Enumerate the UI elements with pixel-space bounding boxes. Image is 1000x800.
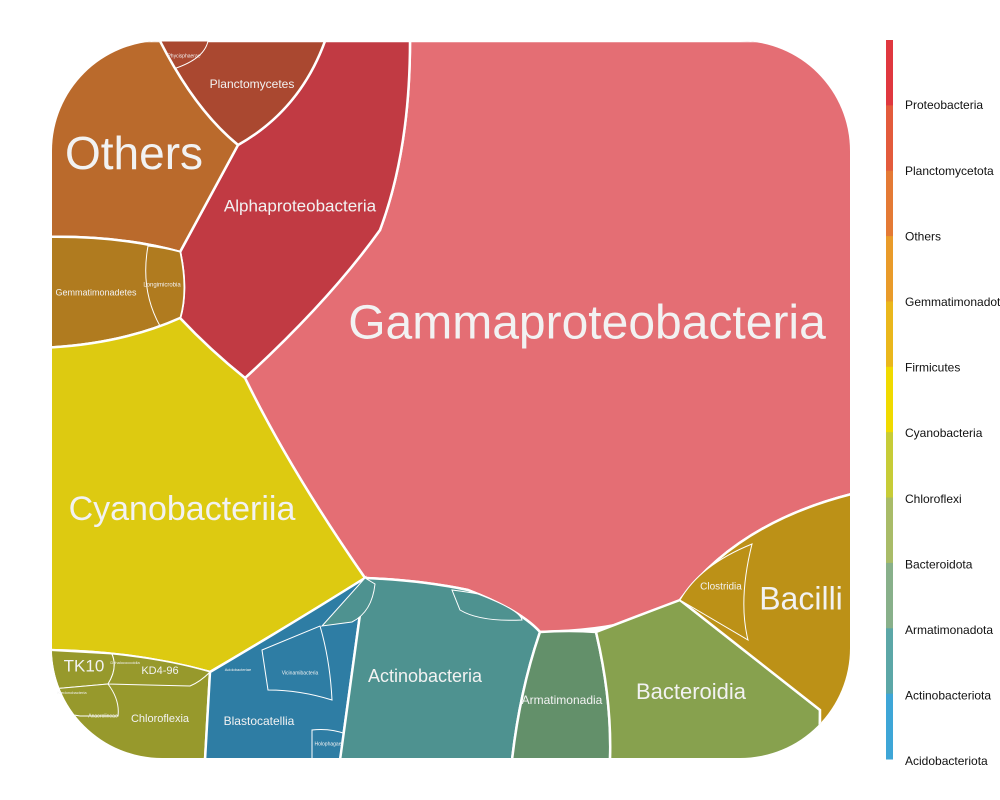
legend-label-actinobacteriota: Actinobacteriota	[905, 689, 991, 703]
cell-clostridia[interactable]	[679, 543, 753, 642]
cell-label-acidobacteriae: Acidobacteriae	[225, 667, 252, 672]
cell-label-blastocatellia: Blastocatellia	[224, 714, 295, 728]
treemap-cells	[40, 41, 850, 758]
legend-swatch-proteobacteria	[886, 40, 893, 106]
cell-label-gammaproteobacteria: Gammaproteobacteria	[348, 297, 826, 350]
cell-label-tk10: TK10	[64, 656, 105, 675]
legend-swatch-gemmatimonadota	[886, 236, 893, 302]
legend-label-proteobacteria: Proteobacteria	[905, 98, 983, 112]
legend-label-gemmatimonadota: Gemmatimonadota	[905, 295, 1000, 309]
cell-anaerolineae[interactable]	[40, 683, 119, 717]
cell-kd4-96[interactable]	[107, 653, 211, 687]
legend-swatch-chloroflexi	[886, 432, 893, 499]
cell-label-anaerolineae: Anaerolineae	[88, 713, 118, 719]
cell-label-gemmatimonadetes: Gemmatimonadetes	[55, 287, 137, 297]
cell-actino-sub-1[interactable]	[320, 577, 376, 627]
cell-label-planctomycetes: Planctomycetes	[210, 77, 295, 91]
cell-label-holophagae: Holophagae	[315, 741, 342, 747]
legend-swatch-others	[886, 170, 893, 237]
cell-label-kd4-96: KD4-96	[141, 665, 178, 677]
cell-label-clostridia: Clostridia	[700, 582, 742, 593]
cell-label-dehalococcoidia: Dehalococcoidia	[110, 660, 140, 665]
legend-swatch-armatimonadota	[886, 562, 893, 629]
legend-label-armatimonadota: Armatimonadota	[905, 623, 993, 637]
legend-label-others: Others	[905, 229, 941, 243]
legend-swatch-bacteroidota	[886, 497, 893, 564]
legend-swatch-firmicutes	[886, 301, 893, 368]
cell-label-actinobacteria: Actinobacteria	[368, 666, 483, 686]
legend-label-acidobacteriota: Acidobacteriota	[905, 754, 988, 768]
legend: Proteobacteria Planctomycetota Others Gemma…	[886, 40, 1000, 768]
treemap-labels: Gammaproteobacteria Alphaproteobacteria Pl…	[55, 53, 842, 747]
cell-actino-sub-2[interactable]	[451, 589, 523, 621]
legend-swatch-planctomycetota	[886, 105, 893, 172]
legend-label-firmicutes: Firmicutes	[905, 361, 960, 375]
legend-label-chloroflexi: Chloroflexi	[905, 492, 962, 506]
cell-label-phycisphaerae: Phycisphaerae	[167, 53, 200, 59]
legend-label-planctomycetota: Planctomycetota	[905, 164, 994, 178]
cell-label-vicinamibacteria: Vicinamibacteria	[282, 670, 319, 676]
cell-label-armatimonadia: Armatimonadia	[522, 693, 603, 707]
cell-label-bacteroidia: Bacteroidia	[636, 679, 747, 704]
legend-swatch-cyanobacteria	[886, 366, 893, 433]
legend-label-bacteroidota: Bacteroidota	[905, 557, 973, 571]
cell-label-ktedonobacteria: Ktedonobacteria	[57, 690, 87, 695]
legend-label-cyanobacteria: Cyanobacteria	[905, 426, 983, 440]
legend-swatch-actinobacteriota	[886, 628, 893, 695]
cell-label-others: Others	[65, 127, 203, 179]
cell-label-bacilli: Bacilli	[759, 580, 843, 616]
legend-swatch-acidobacteriota	[886, 693, 893, 760]
cell-label-cyanobacteriia: Cyanobacteriia	[69, 490, 296, 528]
cell-label-alphaproteobacteria: Alphaproteobacteria	[224, 196, 377, 215]
cell-vicinamibacteria[interactable]	[261, 625, 333, 701]
cell-label-chloroflexia: Chloroflexia	[131, 713, 190, 725]
cell-label-longimicrobia: Longimicrobia	[143, 283, 181, 289]
